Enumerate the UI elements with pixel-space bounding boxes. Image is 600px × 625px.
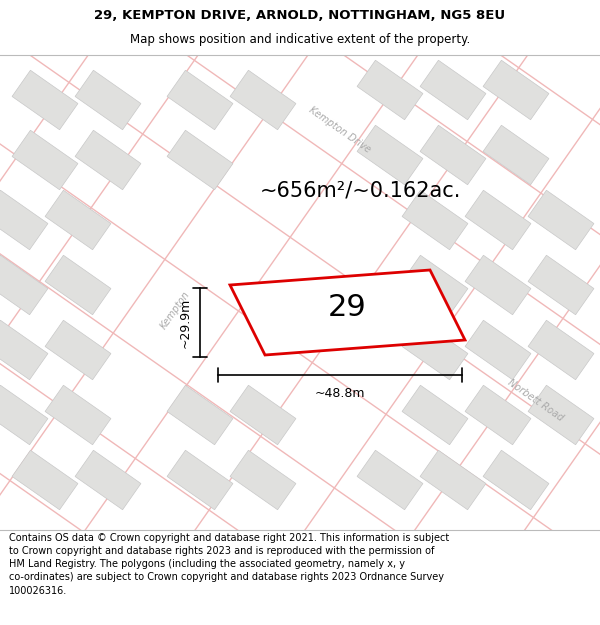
Polygon shape <box>420 60 486 120</box>
Polygon shape <box>420 450 486 510</box>
Polygon shape <box>12 130 78 190</box>
Polygon shape <box>45 320 111 380</box>
Polygon shape <box>483 60 549 120</box>
Text: ~656m²/~0.162ac.: ~656m²/~0.162ac. <box>259 180 461 200</box>
Text: ~48.8m: ~48.8m <box>315 387 365 400</box>
Polygon shape <box>357 125 423 185</box>
Polygon shape <box>420 125 486 185</box>
Polygon shape <box>12 70 78 130</box>
Polygon shape <box>483 450 549 510</box>
Polygon shape <box>402 255 468 315</box>
Polygon shape <box>483 125 549 185</box>
Polygon shape <box>45 255 111 315</box>
Polygon shape <box>402 320 468 380</box>
Polygon shape <box>528 255 594 315</box>
Polygon shape <box>167 385 233 445</box>
Polygon shape <box>402 190 468 250</box>
Polygon shape <box>357 60 423 120</box>
Polygon shape <box>230 270 465 355</box>
Polygon shape <box>167 450 233 510</box>
Polygon shape <box>75 450 141 510</box>
Text: Kempton: Kempton <box>158 289 191 331</box>
Polygon shape <box>75 70 141 130</box>
Text: 29: 29 <box>328 293 367 322</box>
Text: Map shows position and indicative extent of the property.: Map shows position and indicative extent… <box>130 33 470 46</box>
Text: Contains OS data © Crown copyright and database right 2021. This information is : Contains OS data © Crown copyright and d… <box>9 533 449 596</box>
Polygon shape <box>465 190 531 250</box>
Polygon shape <box>0 385 48 445</box>
Polygon shape <box>357 450 423 510</box>
Polygon shape <box>230 385 296 445</box>
Polygon shape <box>528 190 594 250</box>
Polygon shape <box>528 320 594 380</box>
Polygon shape <box>167 70 233 130</box>
Polygon shape <box>465 320 531 380</box>
Polygon shape <box>528 385 594 445</box>
Text: Kempton Drive: Kempton Drive <box>307 105 373 155</box>
Polygon shape <box>167 130 233 190</box>
Polygon shape <box>0 190 48 250</box>
Text: ~29.9m: ~29.9m <box>179 298 192 348</box>
Polygon shape <box>75 130 141 190</box>
Polygon shape <box>45 190 111 250</box>
Text: Norbett Road: Norbett Road <box>505 377 565 423</box>
Polygon shape <box>0 255 48 315</box>
Polygon shape <box>230 450 296 510</box>
Polygon shape <box>465 255 531 315</box>
Polygon shape <box>12 450 78 510</box>
Text: 29, KEMPTON DRIVE, ARNOLD, NOTTINGHAM, NG5 8EU: 29, KEMPTON DRIVE, ARNOLD, NOTTINGHAM, N… <box>94 9 506 22</box>
Polygon shape <box>402 385 468 445</box>
Polygon shape <box>465 385 531 445</box>
Polygon shape <box>0 320 48 380</box>
Polygon shape <box>45 385 111 445</box>
Polygon shape <box>230 70 296 130</box>
